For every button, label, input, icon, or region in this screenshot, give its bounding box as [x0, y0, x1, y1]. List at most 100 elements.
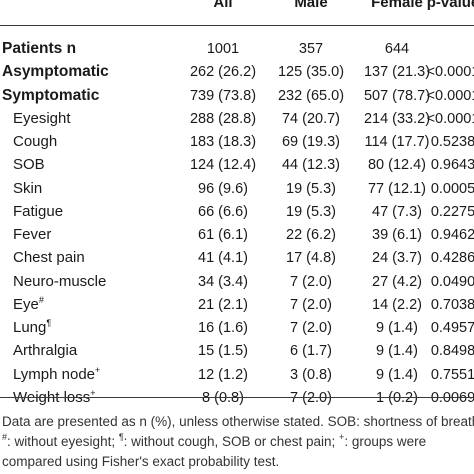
cell-p-value: 0.0005 [430, 180, 474, 197]
table-row: Fever 61 (6.1) 22 (6.2) 39 (6.1) 0.9462 [0, 223, 474, 247]
cell-all: 288 (28.8) [189, 110, 257, 127]
row-label-footnote-mark: ¶ [46, 318, 52, 328]
table-row: Symptomatic 739 (73.8) 232 (65.0) 507 (78.7… [0, 84, 474, 108]
table-row: Patients n 1001 357 644 [0, 37, 474, 61]
row-label: Fever [13, 226, 52, 243]
row-label: Neuro-muscle [13, 272, 107, 290]
cell-p-value: 0.2275 [430, 203, 474, 220]
row-label: Symptomatic [2, 86, 100, 104]
cell-all: 262 (26.2) [189, 64, 257, 81]
table-footnote: Data are presented as n (%), unless othe… [2, 412, 474, 472]
row-label-footnote-mark: # [38, 294, 44, 305]
column-header-all: All [213, 0, 233, 11]
cell-male: 7 (2.0) [290, 296, 332, 313]
table-row: Lung¶ 16 (1.6) 7 (2.0) 9 (1.4) 0.4957 [0, 316, 474, 340]
cell-all: 1001 [206, 41, 240, 57]
cell-male: 44 (12.3) [281, 157, 341, 174]
row-label: Skin [13, 179, 43, 197]
footnote-line-1: Data are presented as n (%), unless othe… [2, 414, 474, 429]
table-row: Eye# 21 (2.1) 7 (2.0) 14 (2.2) 0.7038 [0, 293, 474, 317]
header-rule [0, 25, 474, 26]
row-label: SOB [13, 156, 45, 174]
cell-all: 96 (9.6) [198, 180, 248, 197]
cell-female: 77 (12.1) [367, 180, 427, 197]
cell-male: 74 (20.7) [281, 110, 341, 127]
cell-male: 7 (2.0) [290, 320, 332, 336]
cell-female: 14 (2.2) [372, 296, 422, 313]
cell-p-value: 0.7038 [430, 296, 474, 313]
cell-male: 69 (19.3) [281, 134, 341, 150]
cell-male: 6 (1.7) [290, 343, 332, 360]
cell-male: 22 (6.2) [286, 227, 336, 243]
table-row: Asymptomatic 262 (26.2) 125 (35.0) 137 (21.… [0, 60, 474, 84]
cell-male: 17 (4.8) [286, 250, 336, 267]
cell-male: 357 [298, 41, 324, 57]
cell-p-value: 0.7551 [430, 366, 474, 383]
cell-p-value: 0.4286 [430, 250, 474, 267]
cell-female: 9 (1.4) [376, 320, 418, 336]
cell-female: 114 (17.7) [364, 134, 430, 150]
cell-all: 66 (6.6) [198, 203, 248, 220]
row-label: Cough [13, 133, 58, 150]
row-label: Patients n [2, 40, 77, 57]
cell-p-value: 0.9643 [430, 157, 474, 174]
row-label: Chest pain [13, 249, 85, 267]
cell-p-value: 0.8498 [430, 343, 474, 360]
cell-female: 27 (4.2) [372, 273, 422, 290]
table-row: Lymph node+ 12 (1.2) 3 (0.8) 9 (1.4) 0.7551 [0, 363, 474, 387]
row-label: Eyesight [13, 109, 71, 127]
row-label: Lymph node+ [13, 364, 101, 383]
cell-all: 739 (73.8) [189, 87, 257, 104]
table-row: Chest pain 41 (4.1) 17 (4.8) 24 (3.7) 0.4286 [0, 246, 474, 270]
cell-p-value: <0.0001 [426, 87, 474, 104]
table-row: Neuro-muscle 34 (3.4) 7 (2.0) 27 (4.2) 0.049… [0, 270, 474, 294]
cell-all: 34 (3.4) [198, 273, 248, 290]
row-label: Fatigue [13, 202, 64, 220]
column-header-female: Female [371, 0, 423, 11]
cell-female: 214 (33.2) [363, 110, 431, 127]
table-row: Skin 96 (9.6) 19 (5.3) 77 (12.1) 0.0005 [0, 177, 474, 201]
row-label: Asymptomatic [2, 63, 109, 81]
footnote-line-2: #: without eyesight; ¶: without cough, S… [2, 432, 427, 450]
cell-male: 232 (65.0) [277, 87, 345, 104]
row-label: Eye# [13, 294, 44, 313]
cell-female: 507 (78.7) [363, 87, 431, 104]
cell-all: 15 (1.5) [198, 343, 248, 360]
cell-p-value: 0.4957 [430, 320, 474, 336]
cell-p-value: 0.0490 [430, 273, 474, 290]
cell-female: 9 (1.4) [376, 343, 418, 360]
cell-female: 24 (3.7) [372, 250, 422, 267]
cell-all: 41 (4.1) [198, 250, 248, 267]
cell-p-value: 0.5238 [430, 134, 474, 150]
cell-male: 19 (5.3) [286, 180, 336, 197]
cell-all: 183 (18.3) [189, 134, 257, 150]
cell-p-value: <0.0001 [426, 110, 474, 127]
footnote-line-3: compared using Fisher's exact probabilit… [2, 454, 280, 469]
cell-all: 12 (1.2) [198, 366, 248, 383]
footnote-symbol-hash: # [2, 432, 8, 442]
cell-all: 61 (6.1) [198, 227, 248, 243]
row-label: Arthralgia [13, 342, 78, 360]
cell-all: 21 (2.1) [198, 296, 248, 313]
row-label-footnote-mark: + [95, 364, 101, 375]
cell-p-value: 0.9462 [430, 227, 474, 243]
table-row: Cough 183 (18.3) 69 (19.3) 114 (17.7) 0.5238 [0, 130, 474, 154]
table-row: SOB 124 (12.4) 44 (12.3) 80 (12.4) 0.9643 [0, 153, 474, 177]
cell-all: 16 (1.6) [198, 320, 248, 336]
cell-female: 644 [384, 41, 410, 57]
footnote-symbol-plus: + [339, 432, 345, 442]
footnote-symbol-pilcrow: ¶ [118, 432, 124, 442]
cell-p-value: <0.0001 [426, 64, 474, 81]
cell-p-value [418, 37, 474, 61]
column-header-male: Male [294, 0, 328, 11]
cell-female: 137 (21.3) [363, 64, 431, 81]
cell-male: 19 (5.3) [286, 203, 336, 220]
row-label: Lung¶ [13, 318, 52, 337]
row-label-footnote-mark: + [90, 387, 96, 398]
cell-female: 39 (6.1) [372, 227, 422, 243]
table-row: Eyesight 288 (28.8) 74 (20.7) 214 (33.2) <0.… [0, 107, 474, 131]
table-row: Arthralgia 15 (1.5) 6 (1.7) 9 (1.4) 0.8498 [0, 339, 474, 363]
cell-female: 47 (7.3) [372, 203, 422, 220]
column-header-p-value: p-value [426, 0, 474, 11]
